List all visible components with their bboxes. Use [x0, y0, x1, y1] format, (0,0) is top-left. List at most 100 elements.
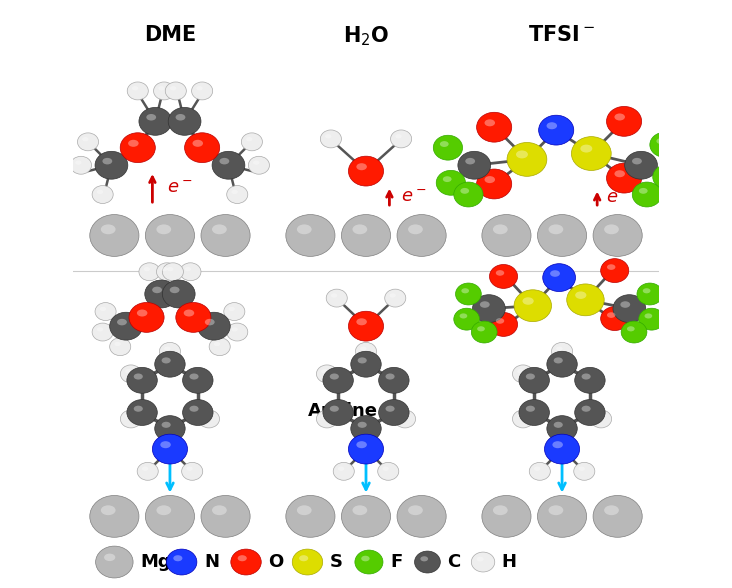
Ellipse shape	[212, 151, 245, 179]
Ellipse shape	[356, 441, 367, 448]
Ellipse shape	[203, 414, 209, 419]
Ellipse shape	[167, 267, 173, 271]
Ellipse shape	[127, 368, 157, 393]
Ellipse shape	[386, 406, 395, 412]
Ellipse shape	[323, 400, 354, 426]
Ellipse shape	[408, 505, 423, 515]
Ellipse shape	[224, 303, 245, 320]
Ellipse shape	[158, 86, 165, 91]
Ellipse shape	[556, 346, 563, 351]
Ellipse shape	[477, 112, 512, 142]
Ellipse shape	[604, 225, 619, 234]
Ellipse shape	[601, 259, 629, 282]
Ellipse shape	[526, 406, 535, 412]
Ellipse shape	[547, 122, 557, 129]
Ellipse shape	[157, 505, 171, 515]
Ellipse shape	[120, 410, 141, 428]
Ellipse shape	[519, 400, 550, 426]
Text: $e^-$: $e^-$	[606, 189, 632, 208]
Ellipse shape	[575, 368, 605, 393]
Text: N: N	[204, 553, 219, 571]
Ellipse shape	[358, 358, 367, 363]
Ellipse shape	[454, 182, 483, 207]
Ellipse shape	[518, 369, 523, 373]
Ellipse shape	[168, 108, 201, 135]
Ellipse shape	[90, 496, 139, 537]
Ellipse shape	[482, 496, 531, 537]
Ellipse shape	[458, 151, 490, 179]
Ellipse shape	[120, 365, 141, 383]
Ellipse shape	[348, 311, 384, 341]
Ellipse shape	[420, 556, 428, 562]
Ellipse shape	[166, 549, 197, 575]
Ellipse shape	[526, 373, 535, 380]
Ellipse shape	[614, 113, 625, 121]
Ellipse shape	[471, 552, 495, 572]
Ellipse shape	[157, 263, 178, 280]
Ellipse shape	[154, 416, 185, 442]
Ellipse shape	[356, 318, 367, 325]
Ellipse shape	[101, 225, 116, 234]
Ellipse shape	[653, 165, 682, 189]
Ellipse shape	[321, 414, 327, 419]
Ellipse shape	[395, 134, 402, 138]
Ellipse shape	[356, 342, 376, 360]
Ellipse shape	[493, 505, 508, 515]
Ellipse shape	[102, 158, 112, 165]
Ellipse shape	[139, 263, 160, 280]
Ellipse shape	[386, 373, 395, 380]
Ellipse shape	[595, 414, 602, 419]
Ellipse shape	[127, 400, 157, 426]
Ellipse shape	[146, 496, 195, 537]
Ellipse shape	[547, 416, 578, 442]
Ellipse shape	[455, 283, 481, 305]
Ellipse shape	[142, 467, 149, 471]
Ellipse shape	[238, 555, 247, 562]
Ellipse shape	[440, 141, 449, 147]
Ellipse shape	[601, 306, 629, 330]
Ellipse shape	[160, 342, 181, 360]
Ellipse shape	[639, 188, 648, 194]
Ellipse shape	[353, 225, 367, 234]
Ellipse shape	[477, 326, 485, 332]
Ellipse shape	[154, 82, 175, 100]
Ellipse shape	[162, 422, 171, 428]
Ellipse shape	[321, 369, 327, 373]
Ellipse shape	[580, 145, 592, 152]
Ellipse shape	[607, 264, 616, 270]
Ellipse shape	[127, 82, 149, 100]
Ellipse shape	[182, 368, 213, 393]
Ellipse shape	[482, 215, 531, 256]
Ellipse shape	[614, 170, 625, 177]
Ellipse shape	[176, 302, 211, 332]
Ellipse shape	[297, 505, 312, 515]
Ellipse shape	[338, 467, 344, 471]
Ellipse shape	[139, 108, 172, 135]
Ellipse shape	[360, 346, 367, 351]
Ellipse shape	[461, 288, 469, 293]
Ellipse shape	[78, 133, 99, 151]
Ellipse shape	[231, 549, 261, 575]
Ellipse shape	[70, 156, 92, 174]
Ellipse shape	[227, 323, 248, 341]
Ellipse shape	[436, 171, 466, 195]
Ellipse shape	[408, 225, 423, 234]
Ellipse shape	[454, 308, 479, 330]
Ellipse shape	[190, 373, 198, 380]
Ellipse shape	[519, 368, 550, 393]
Ellipse shape	[248, 156, 269, 174]
Ellipse shape	[163, 263, 184, 280]
Ellipse shape	[329, 373, 339, 380]
Ellipse shape	[212, 505, 227, 515]
Ellipse shape	[397, 215, 447, 256]
Ellipse shape	[196, 86, 203, 91]
Text: Aniline: Aniline	[307, 402, 378, 420]
Ellipse shape	[572, 136, 611, 171]
Ellipse shape	[624, 151, 657, 179]
Ellipse shape	[460, 313, 467, 319]
Ellipse shape	[382, 467, 389, 471]
Ellipse shape	[184, 133, 220, 163]
Ellipse shape	[657, 138, 665, 144]
Ellipse shape	[146, 215, 195, 256]
Ellipse shape	[125, 414, 132, 419]
